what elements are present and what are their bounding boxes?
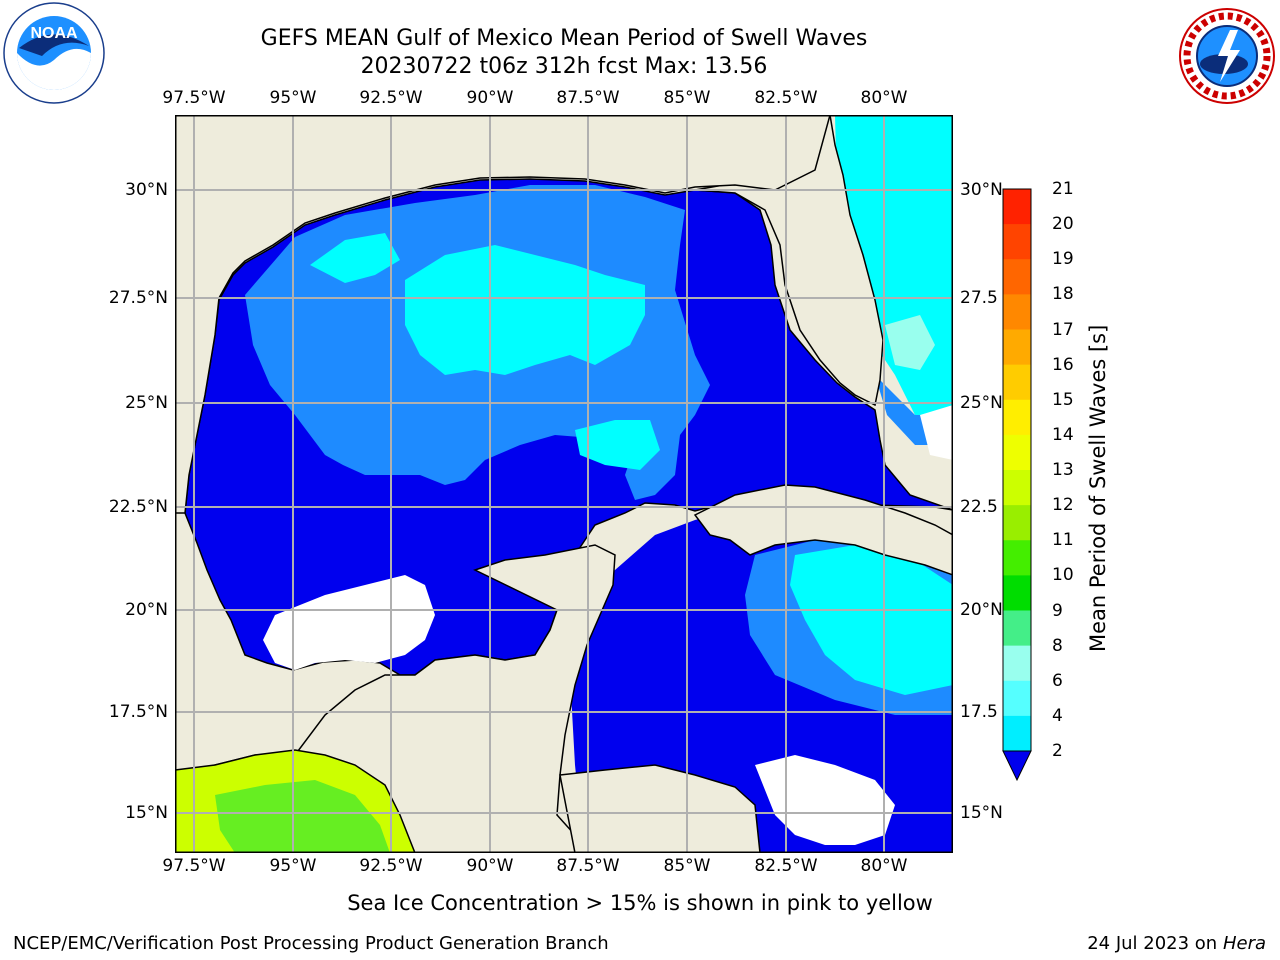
lon-label-bottom: 87.5°W: [556, 856, 620, 876]
colorbar-tick-label: 4: [1052, 705, 1063, 726]
lon-label-top: 95°W: [269, 88, 317, 108]
lon-label-bottom: 80°W: [860, 856, 908, 876]
lon-label-top: 85°W: [663, 88, 711, 108]
map-frame: [175, 115, 953, 853]
svg-text:NOAA: NOAA: [30, 25, 78, 42]
colorbar-band: [1003, 329, 1031, 366]
colorbar-band: [1003, 540, 1031, 576]
lat-label-right: 17.5: [960, 702, 998, 722]
colorbar-band: [1003, 399, 1031, 436]
colorbar: [1002, 188, 1032, 782]
colorbar-extend-arrow: [1002, 750, 1032, 782]
lon-label-top: 80°W: [860, 88, 908, 108]
colorbar-tick-label: 6: [1052, 670, 1063, 691]
gulf-water-6-8s-west: [310, 233, 400, 283]
colorbar-tick-label: 2: [1052, 741, 1063, 761]
nodata-patch-east: [920, 405, 953, 460]
colorbar-tick-label: 16: [1052, 354, 1074, 375]
lat-label-left: 25°N: [125, 393, 168, 413]
colorbar-tick-label: 19: [1052, 249, 1074, 270]
gulf-water-6-8s: [405, 245, 645, 375]
lon-label-bottom: 95°W: [269, 856, 317, 876]
map-svg: [174, 114, 954, 854]
colorbar-tick-label: 15: [1052, 389, 1074, 410]
lon-label-top: 87.5°W: [556, 88, 620, 108]
pacific-water-11-12s: [215, 780, 390, 853]
lat-label-left: 27.5°N: [108, 288, 168, 308]
colorbar-tick-label: 18: [1052, 284, 1074, 305]
lon-label-top: 97.5°W: [162, 88, 226, 108]
lat-label-right: 15°N: [960, 803, 1003, 823]
colorbar-band: [1003, 505, 1031, 541]
lon-label-top: 90°W: [466, 88, 514, 108]
colorbar-tick-label: 13: [1052, 460, 1074, 480]
colorbar-band: [1003, 434, 1031, 471]
colorbar-band: [1003, 680, 1031, 717]
credit-text: NCEP/EMC/Verification Post Processing Pr…: [13, 933, 609, 954]
lon-label-bottom: 85°W: [663, 856, 711, 876]
gulf-water-6-8s-central: [575, 420, 660, 470]
colorbar-band: [1003, 259, 1031, 295]
date-text: 24 Jul 2023 on Hera: [1087, 933, 1266, 954]
colorbar-tick-label: 11: [1052, 530, 1074, 551]
lon-label-bottom: 82.5°W: [754, 856, 818, 876]
colorbar-band: [1003, 715, 1031, 752]
chart-title: GEFS MEAN Gulf of Mexico Mean Period of …: [260, 26, 868, 51]
nodata-patch-caribbean-south: [755, 755, 895, 845]
colorbar-band: [1003, 645, 1031, 682]
colorbar-band: [1003, 224, 1031, 260]
lat-label-right: 20°N: [960, 600, 1003, 620]
northern-coast-land: [174, 114, 831, 514]
map-panel: [174, 114, 954, 854]
nws-logo: [1178, 8, 1276, 104]
colorbar-band: [1003, 364, 1031, 401]
colorbar-tick-label: 17: [1052, 319, 1074, 340]
lon-label-bottom: 97.5°W: [162, 856, 226, 876]
colorbar-tick-label: 12: [1052, 495, 1074, 516]
lat-label-left: 15°N: [125, 803, 168, 823]
lon-label-top: 82.5°W: [754, 88, 818, 108]
colorbar-tick-label: 20: [1052, 214, 1074, 235]
atlantic-water-8-9s: [885, 315, 935, 370]
sea-ice-note: Sea Ice Concentration > 15% is shown in …: [347, 891, 933, 915]
lon-label-top: 92.5°W: [359, 88, 423, 108]
chart-subtitle: 20230722 t06z 312h fcst Max: 13.56: [360, 54, 768, 79]
colorbar-tick-label: 9: [1052, 600, 1063, 621]
graticule: [175, 115, 953, 853]
lat-label-right: 22.5: [960, 497, 998, 517]
caribbean-water-6-8s: [790, 545, 953, 695]
lon-label-bottom: 92.5°W: [359, 856, 423, 876]
noaa-logo: NOAA: [2, 2, 106, 104]
colorbar-tick-label: 14: [1052, 424, 1074, 445]
colorbar-tick-label: 8: [1052, 635, 1063, 656]
colorbar-tick-label: 21: [1052, 179, 1074, 199]
lat-label-right: 25°N: [960, 393, 1003, 413]
lat-label-left: 17.5°N: [108, 702, 168, 722]
colorbar-band: [1003, 189, 1031, 225]
lat-label-right: 27.5: [960, 288, 998, 308]
colorbar-tick-label: 10: [1052, 565, 1074, 586]
colorbar-band: [1003, 575, 1031, 611]
lon-label-bottom: 90°W: [466, 856, 514, 876]
lat-label-right: 30°N: [960, 180, 1003, 200]
colorbar-band: [1003, 610, 1031, 647]
colorbar-band: [1003, 294, 1031, 330]
lat-label-left: 30°N: [125, 180, 168, 200]
lat-label-left: 22.5°N: [108, 497, 168, 517]
colorbar-title: Mean Period of Swell Waves [s]: [1086, 324, 1110, 652]
colorbar-band: [1003, 470, 1031, 506]
lat-label-left: 20°N: [125, 600, 168, 620]
